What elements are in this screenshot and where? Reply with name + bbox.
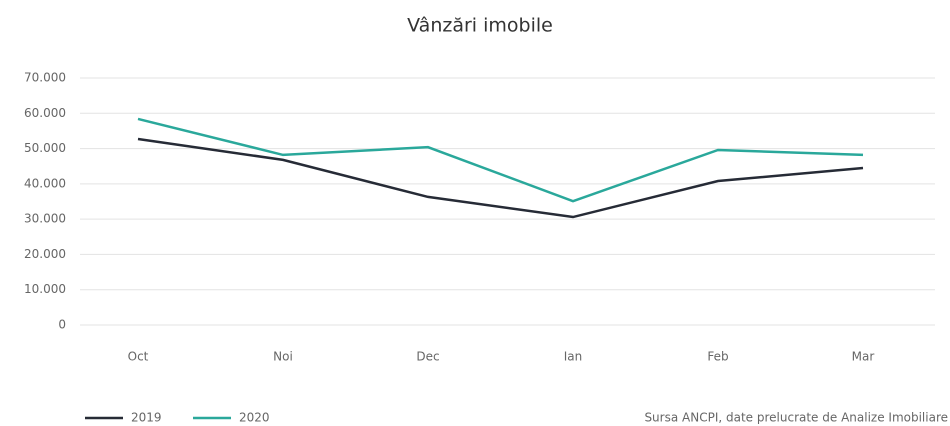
legend-label: 2020 — [239, 411, 270, 425]
y-tick-label: 40.000 — [24, 176, 66, 190]
legend-label: 2019 — [131, 411, 162, 425]
y-tick-label: 30.000 — [24, 212, 66, 226]
x-tick-label: Ian — [564, 350, 583, 364]
y-tick-label: 70.000 — [24, 71, 66, 85]
series-line — [137, 137, 864, 219]
x-tick-label: Noi — [273, 350, 293, 364]
y-tick-label: 20.000 — [24, 247, 66, 261]
y-tick-label: 0 — [58, 318, 66, 332]
y-tick-label: 60.000 — [24, 106, 66, 120]
x-tick-label: Oct — [128, 350, 149, 364]
x-tick-label: Mar — [852, 350, 875, 364]
source-note: Sursa ANCPI, date prelucrate de Analize … — [644, 411, 948, 425]
x-tick-label: Dec — [416, 350, 439, 364]
chart-title: Vânzări imobile — [407, 15, 553, 37]
series-line — [137, 117, 864, 203]
x-tick-label: Feb — [707, 350, 728, 364]
y-tick-label: 50.000 — [24, 141, 66, 155]
y-tick-label: 10.000 — [24, 282, 66, 296]
